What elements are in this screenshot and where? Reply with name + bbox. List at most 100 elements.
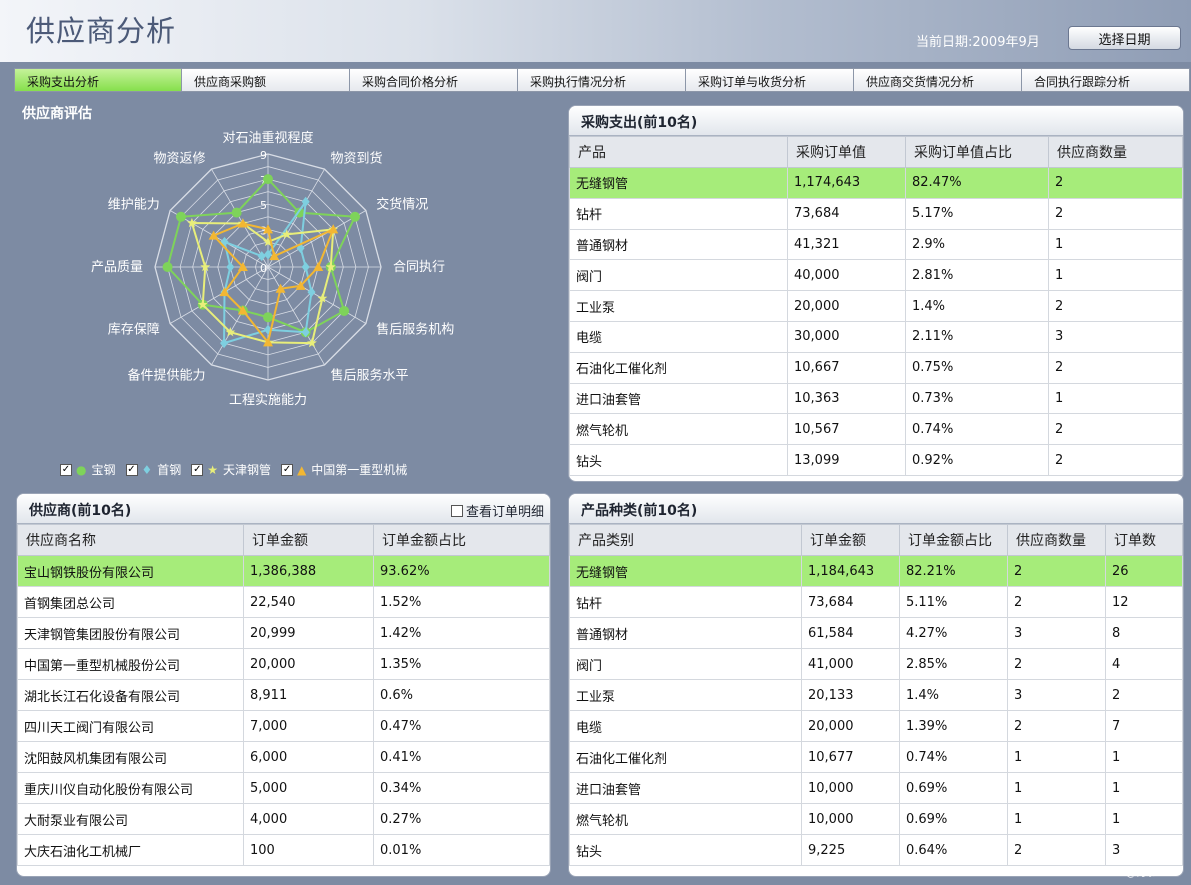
radar-point[interactable] xyxy=(237,305,248,315)
supplier-row[interactable]: 大耐泵业有限公司 4,000 0.27% xyxy=(17,803,550,835)
legend-checkbox[interactable]: ✓ xyxy=(60,463,72,476)
radar-point[interactable] xyxy=(301,262,310,272)
radar-axis-label: 交货情况 xyxy=(376,197,428,213)
supplier-row[interactable]: 湖北长江石化设备有限公司 8,911 0.6% xyxy=(17,679,550,711)
radar-point[interactable] xyxy=(325,261,336,272)
legend-series-name: 中国第一重型机械 xyxy=(311,463,408,477)
purchase-col-header: 采购订单值 xyxy=(787,136,906,168)
legend-checkbox[interactable]: ✓ xyxy=(125,463,138,476)
supplier-row[interactable]: 宝山钢铁股份有限公司 1,386,388 93.62% xyxy=(17,555,550,587)
radar-point[interactable] xyxy=(208,230,219,240)
supplier-cell: 四川天工阀门有限公司 xyxy=(17,710,244,742)
supplier-row[interactable]: 天津钢管集团股份有限公司 20,999 1.42% xyxy=(17,617,550,649)
tab-execution-status[interactable]: 采购执行情况分析 xyxy=(518,68,686,92)
tab-contract-price[interactable]: 采购合同价格分析 xyxy=(350,68,518,92)
supplier-row[interactable]: 中国第一重型机械股份公司 20,000 1.35% xyxy=(17,648,550,680)
radar-point[interactable] xyxy=(349,211,360,222)
tab-purchase-spend[interactable]: 采购支出分析 xyxy=(14,68,182,92)
legend-series-name: 首钢 xyxy=(157,463,182,477)
supplier-row[interactable]: 重庆川仪自动化股份有限公司 5,000 0.34% xyxy=(17,772,550,804)
supplier-row[interactable]: 沈阳鼓风机集团有限公司 6,000 0.41% xyxy=(17,741,550,773)
product-row[interactable]: 普通钢材 61,584 4.27% 3 8 xyxy=(569,617,1183,649)
product-col-header: 订单金额 xyxy=(801,524,900,556)
radar-spoke xyxy=(169,210,269,268)
product-cell: 普通钢材 xyxy=(569,617,802,649)
product-types-table: 产品类别 订单金额 订单金额占比 供应商数量 订单数 无缝钢管 1,184,643 82.2… xyxy=(569,524,1183,866)
radar-point[interactable] xyxy=(263,224,273,234)
radar-point[interactable] xyxy=(295,280,306,290)
radar-point[interactable] xyxy=(197,299,208,309)
tab-supplier-delivery[interactable]: 供应商交货情况分析 xyxy=(854,68,1022,92)
radar-point[interactable] xyxy=(263,236,273,247)
purchase-row[interactable]: 钻头 13,099 0.92% 2 xyxy=(569,444,1183,476)
purchase-cell: 2 xyxy=(1048,444,1183,476)
radar-point[interactable] xyxy=(162,262,173,272)
radar-point[interactable] xyxy=(186,217,197,228)
radar-point[interactable] xyxy=(301,196,310,207)
radar-point[interactable] xyxy=(263,337,273,347)
purchase-row[interactable]: 工业泵 20,000 1.4% 2 xyxy=(569,290,1183,322)
radar-point[interactable] xyxy=(313,262,324,271)
radar-point[interactable] xyxy=(231,207,242,218)
purchase-row[interactable]: 进口油套管 10,363 0.73% 1 xyxy=(569,382,1183,415)
radar-point[interactable] xyxy=(328,224,339,234)
supplier-row[interactable]: 四川天工阀门有限公司 7,000 0.47% xyxy=(17,710,550,742)
legend-series-name: 宝钢 xyxy=(91,463,116,477)
product-row[interactable]: 燃气轮机 10,000 0.69% 1 1 xyxy=(569,803,1183,835)
legend-checkbox[interactable]: ✓ xyxy=(191,463,204,476)
radar-point[interactable] xyxy=(237,262,248,271)
purchase-row[interactable]: 电缆 30,000 2.11% 3 xyxy=(569,320,1183,353)
product-row[interactable]: 工业泵 20,133 1.4% 3 2 xyxy=(569,679,1183,711)
radar-axis-label: 合同执行 xyxy=(393,260,445,275)
radar-point[interactable] xyxy=(237,218,248,228)
purchase-row[interactable]: 无缝钢管 1,174,643 82.47% 2 xyxy=(569,167,1183,199)
tab-contract-tracking[interactable]: 合同执行跟踪分析 xyxy=(1022,68,1190,92)
tab-order-receipt[interactable]: 采购订单与收货分析 xyxy=(686,68,854,92)
radar-point[interactable] xyxy=(317,293,328,303)
purchase-row[interactable]: 普通钢材 41,321 2.9% 1 xyxy=(569,228,1183,261)
radar-point[interactable] xyxy=(176,211,187,222)
radar-point[interactable] xyxy=(275,283,286,293)
radar-point[interactable] xyxy=(263,174,273,185)
radar-point[interactable] xyxy=(307,337,317,348)
radar-point[interactable] xyxy=(263,312,273,323)
radar-point[interactable] xyxy=(220,338,229,349)
checkbox-icon xyxy=(450,504,463,517)
purchase-row[interactable]: 阀门 40,000 2.81% 1 xyxy=(569,259,1183,292)
view-order-detail-checkbox[interactable]: 查看订单明细 xyxy=(450,501,544,520)
radar-point[interactable] xyxy=(219,287,230,297)
radar-point[interactable] xyxy=(264,249,272,260)
purchase-row[interactable]: 钻杆 73,684 5.17% 2 xyxy=(569,197,1183,230)
tab-supplier-purchase[interactable]: 供应商采购额 xyxy=(182,68,350,92)
radar-point[interactable] xyxy=(226,262,235,272)
radar-axis-label: 售后服务水平 xyxy=(331,367,409,383)
supplier-row[interactable]: 首钢集团总公司 22,540 1.52% xyxy=(17,586,550,618)
view-order-detail-label: 查看订单明细 xyxy=(465,505,544,520)
legend-checkbox[interactable]: ✓ xyxy=(281,463,294,476)
select-date-button[interactable]: 选择日期 xyxy=(1068,26,1181,50)
product-row[interactable]: 钻头 9,225 0.64% 2 3 xyxy=(569,834,1183,866)
product-row[interactable]: 钻杆 73,684 5.11% 2 12 xyxy=(569,586,1183,618)
supplier-cell: 100 xyxy=(243,834,374,866)
purchase-cell: 73,684 xyxy=(787,197,906,230)
radar-axis-label: 物资到货 xyxy=(331,151,383,167)
supplier-row[interactable]: 大庆石油化工机械厂 100 0.01% xyxy=(17,834,550,866)
product-row[interactable]: 电缆 20,000 1.39% 2 7 xyxy=(569,710,1183,742)
product-row[interactable]: 阀门 41,000 2.85% 2 4 xyxy=(569,648,1183,680)
supplier-col-header: 订单金额 xyxy=(243,524,374,556)
product-row[interactable]: 进口油套管 10,000 0.69% 1 1 xyxy=(569,772,1183,804)
radar-point[interactable] xyxy=(307,287,316,298)
radar-point[interactable] xyxy=(257,251,266,262)
product-row[interactable]: 石油化工催化剂 10,677 0.74% 1 1 xyxy=(569,741,1183,773)
radar-point[interactable] xyxy=(301,327,310,338)
purchase-row[interactable]: 燃气轮机 10,567 0.74% 2 xyxy=(569,413,1183,446)
radar-point[interactable] xyxy=(339,305,350,316)
radar-point[interactable] xyxy=(225,327,236,337)
purchase-row[interactable]: 石油化工催化剂 10,667 0.75% 2 xyxy=(569,351,1183,384)
radar-point[interactable] xyxy=(200,261,211,272)
product-cell: 0.64% xyxy=(899,834,1008,866)
radar-point[interactable] xyxy=(281,229,292,239)
product-cell: 10,677 xyxy=(801,741,900,773)
radar-point[interactable] xyxy=(269,251,280,261)
product-row[interactable]: 无缝钢管 1,184,643 82.21% 2 26 xyxy=(569,555,1183,587)
